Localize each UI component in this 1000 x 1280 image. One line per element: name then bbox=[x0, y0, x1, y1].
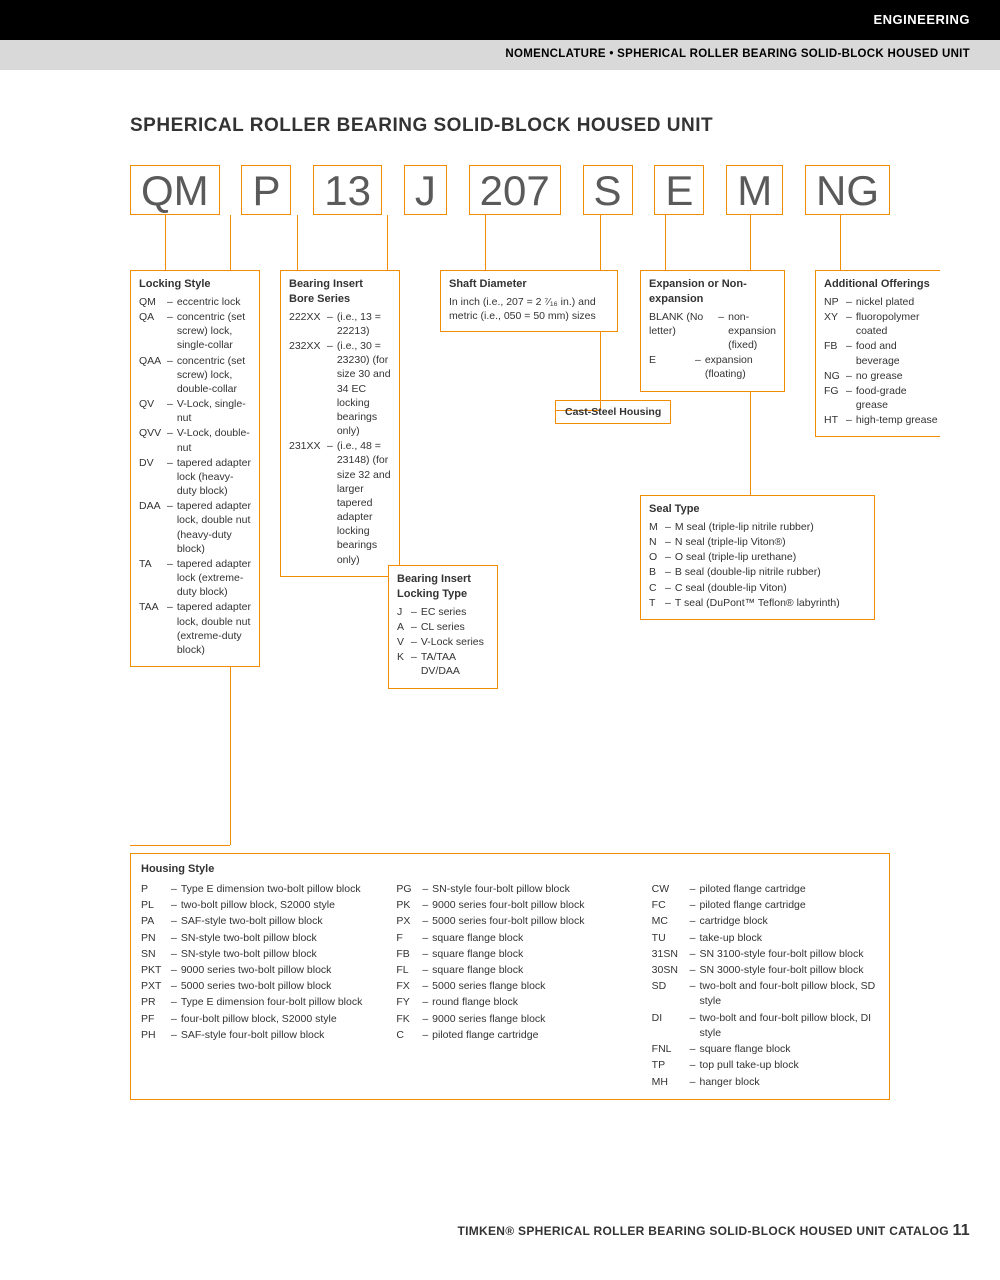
code-part-4: 207 bbox=[469, 165, 561, 215]
definition-row: O–O seal (triple-lip urethane) bbox=[649, 550, 866, 564]
definition-row: PX–5000 series four-bolt pillow block bbox=[396, 914, 623, 929]
header-engineering: ENGINEERING bbox=[0, 0, 1000, 40]
definition-row: N–N seal (triple-lip Viton®) bbox=[649, 535, 866, 549]
definition-row: E–expansion (floating) bbox=[649, 353, 776, 381]
definition-row: 231XX–(i.e., 48 = 23148) (for size 32 an… bbox=[289, 439, 391, 567]
locking-type-box: Bearing Insert Locking Type J–EC seriesA… bbox=[388, 565, 498, 689]
definition-row: F–square flange block bbox=[396, 931, 623, 946]
definition-row: PA–SAF-style two-bolt pillow block bbox=[141, 914, 368, 929]
definition-row: QA–concentric (set screw) lock, single-c… bbox=[139, 310, 251, 353]
seal-type-box: Seal Type M–M seal (triple-lip nitrile r… bbox=[640, 495, 875, 620]
definition-row: J–EC series bbox=[397, 605, 489, 619]
definition-row: 31SN–SN 3100-style four-bolt pillow bloc… bbox=[652, 947, 879, 962]
definition-row: A–CL series bbox=[397, 620, 489, 634]
definition-row: HT–high-temp grease bbox=[824, 413, 940, 427]
code-part-5: S bbox=[583, 165, 633, 215]
definition-row: PN–SN-style two-bolt pillow block bbox=[141, 931, 368, 946]
definition-row: CW–piloted flange cartridge bbox=[652, 882, 879, 897]
definition-row: P–Type E dimension two-bolt pillow block bbox=[141, 882, 368, 897]
definition-row: FNL–square flange block bbox=[652, 1042, 879, 1057]
definition-row: TAA–tapered adapter lock, double nut (ex… bbox=[139, 600, 251, 657]
definition-row: PG–SN-style four-bolt pillow block bbox=[396, 882, 623, 897]
definition-row: PF–four-bolt pillow block, S2000 style bbox=[141, 1012, 368, 1027]
definition-row: SN–SN-style two-bolt pillow block bbox=[141, 947, 368, 962]
definition-row: FG–food-grade grease bbox=[824, 384, 940, 412]
definition-row: NG–no grease bbox=[824, 369, 940, 383]
code-part-2: 13 bbox=[313, 165, 382, 215]
definition-row: MC–cartridge block bbox=[652, 914, 879, 929]
shaft-diameter-box: Shaft Diameter In inch (i.e., 207 = 2 ⁷⁄… bbox=[440, 270, 618, 332]
code-part-1: P bbox=[241, 165, 291, 215]
definition-row: C–piloted flange cartridge bbox=[396, 1028, 623, 1043]
definition-row: FK–9000 series flange block bbox=[396, 1012, 623, 1027]
definition-row: PL–two-bolt pillow block, S2000 style bbox=[141, 898, 368, 913]
code-part-3: J bbox=[404, 165, 447, 215]
definition-row: 232XX–(i.e., 30 = 23230) (for size 30 an… bbox=[289, 339, 391, 438]
definition-row: PR–Type E dimension four-bolt pillow blo… bbox=[141, 995, 368, 1010]
definition-row: QVV–V-Lock, double-nut bbox=[139, 426, 251, 454]
definition-row: B–B seal (double-lip nitrile rubber) bbox=[649, 565, 866, 579]
definition-row: 30SN–SN 3000-style four-bolt pillow bloc… bbox=[652, 963, 879, 978]
footer: TIMKEN® SPHERICAL ROLLER BEARING SOLID-B… bbox=[457, 1222, 970, 1240]
additional-offerings-box: Additional Offerings NP–nickel platedXY–… bbox=[815, 270, 940, 437]
nomenclature-code-row: QM P 13 J 207 S E M NG bbox=[130, 165, 890, 215]
bore-series-box: Bearing Insert Bore Series 222XX–(i.e., … bbox=[280, 270, 400, 577]
definition-row: PH–SAF-style four-bolt pillow block bbox=[141, 1028, 368, 1043]
header-breadcrumb: NOMENCLATURE • SPHERICAL ROLLER BEARING … bbox=[0, 40, 1000, 70]
definition-row: XY–fluoropolymer coated bbox=[824, 310, 940, 338]
definition-row: M–M seal (triple-lip nitrile rubber) bbox=[649, 520, 866, 534]
code-part-8: NG bbox=[805, 165, 890, 215]
page-title: SPHERICAL ROLLER BEARING SOLID-BLOCK HOU… bbox=[130, 115, 890, 137]
code-part-6: E bbox=[654, 165, 704, 215]
definition-row: FC–piloted flange cartridge bbox=[652, 898, 879, 913]
housing-style-box: Housing Style P–Type E dimension two-bol… bbox=[130, 853, 890, 1100]
definition-row: SD–two-bolt and four-bolt pillow block, … bbox=[652, 979, 879, 1009]
definition-row: DI–two-bolt and four-bolt pillow block, … bbox=[652, 1011, 879, 1041]
definition-row: PXT–5000 series two-bolt pillow block bbox=[141, 979, 368, 994]
definition-row: V–V-Lock series bbox=[397, 635, 489, 649]
definition-row: TU–take-up block bbox=[652, 931, 879, 946]
locking-style-box: Locking Style QM–eccentric lockQA–concen… bbox=[130, 270, 260, 667]
definition-row: FB–square flange block bbox=[396, 947, 623, 962]
definition-row: QM–eccentric lock bbox=[139, 295, 251, 309]
definition-row: QAA–concentric (set screw) lock, double-… bbox=[139, 354, 251, 397]
definition-row: BLANK (No letter)–non-expansion (fixed) bbox=[649, 310, 776, 353]
cast-steel-box: Cast-Steel Housing bbox=[555, 400, 671, 424]
definition-row: K–TA/TAA DV/DAA bbox=[397, 650, 489, 678]
definition-row: C–C seal (double-lip Viton) bbox=[649, 581, 866, 595]
definition-row: TP–top pull take-up block bbox=[652, 1058, 879, 1073]
definition-row: DAA–tapered adapter lock, double nut (he… bbox=[139, 499, 251, 556]
definition-row: NP–nickel plated bbox=[824, 295, 940, 309]
definition-row: QV–V-Lock, single-nut bbox=[139, 397, 251, 425]
definition-row: DV–tapered adapter lock (heavy-duty bloc… bbox=[139, 456, 251, 499]
definition-row: FB–food and beverage bbox=[824, 339, 940, 367]
definition-row: FY–round flange block bbox=[396, 995, 623, 1010]
code-part-7: M bbox=[726, 165, 783, 215]
definition-row: T–T seal (DuPont™ Teflon® labyrinth) bbox=[649, 596, 866, 610]
definition-row: TA–tapered adapter lock (extreme-duty bl… bbox=[139, 557, 251, 600]
definition-row: PKT–9000 series two-bolt pillow block bbox=[141, 963, 368, 978]
definition-row: FX–5000 series flange block bbox=[396, 979, 623, 994]
definition-row: FL–square flange block bbox=[396, 963, 623, 978]
definition-row: MH–hanger block bbox=[652, 1075, 879, 1090]
code-part-0: QM bbox=[130, 165, 220, 215]
definition-row: 222XX–(i.e., 13 = 22213) bbox=[289, 310, 391, 338]
definition-row: PK–9000 series four-bolt pillow block bbox=[396, 898, 623, 913]
expansion-box: Expansion or Non-expansion BLANK (No let… bbox=[640, 270, 785, 392]
